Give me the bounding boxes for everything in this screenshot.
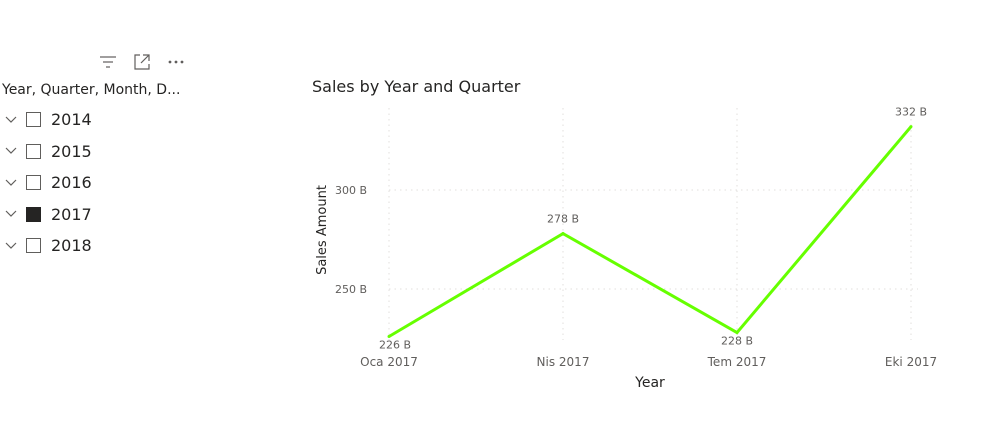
slicer-item-label: 2016 (51, 173, 92, 193)
data-label: 278 B (547, 213, 579, 226)
slicer-item-2016[interactable]: 2016 (0, 167, 92, 199)
x-axis-label: Year (634, 375, 665, 391)
y-tick-label: 250 B (335, 283, 367, 296)
focus-mode-icon[interactable] (132, 52, 152, 72)
slicer-item-label: 2015 (51, 141, 92, 161)
chart-title: Sales by Year and Quarter (312, 77, 521, 96)
data-label: 332 B (895, 106, 927, 119)
x-tick-label: Nis 2017 (537, 355, 590, 369)
data-point (909, 125, 913, 129)
more-options-icon[interactable] (166, 52, 186, 72)
data-point (387, 335, 391, 339)
y-axis-label: Sales Amount (315, 185, 330, 275)
chevron-down-icon[interactable] (2, 142, 20, 160)
data-point (735, 331, 739, 335)
checkbox-checked[interactable] (26, 206, 41, 222)
slicer-item-2018[interactable]: 2018 (0, 230, 92, 262)
y-tick-label: 300 B (335, 184, 367, 197)
slicer-list: 2014 2015 2016 2017 2018 (0, 104, 92, 262)
slicer-header: Year, Quarter, Month, D... (2, 82, 181, 98)
data-label: 228 B (721, 335, 753, 348)
slicer-item-2015[interactable]: 2015 (0, 136, 92, 168)
checkbox[interactable] (26, 238, 41, 254)
chevron-down-icon[interactable] (2, 174, 20, 192)
filter-icon[interactable] (98, 52, 118, 72)
chevron-down-icon[interactable] (2, 111, 20, 129)
checkbox[interactable] (26, 175, 41, 191)
slicer-item-2014[interactable]: 2014 (0, 104, 92, 136)
visual-header-toolbar (98, 52, 186, 72)
slicer-item-label: 2018 (51, 236, 92, 256)
checkbox[interactable] (26, 143, 41, 159)
chevron-down-icon[interactable] (2, 237, 20, 255)
checkbox[interactable] (26, 112, 41, 128)
data-point (561, 232, 565, 236)
slicer-item-label: 2014 (51, 110, 92, 130)
slicer-item-2017[interactable]: 2017 (0, 199, 92, 231)
x-tick-label: Tem 2017 (707, 355, 767, 369)
x-tick-label: Oca 2017 (360, 355, 418, 369)
data-label: 226 B (379, 339, 411, 352)
x-tick-label: Eki 2017 (885, 355, 937, 369)
series-line (388, 125, 913, 338)
chevron-down-icon[interactable] (2, 205, 20, 223)
slicer-item-label: 2017 (51, 204, 92, 224)
